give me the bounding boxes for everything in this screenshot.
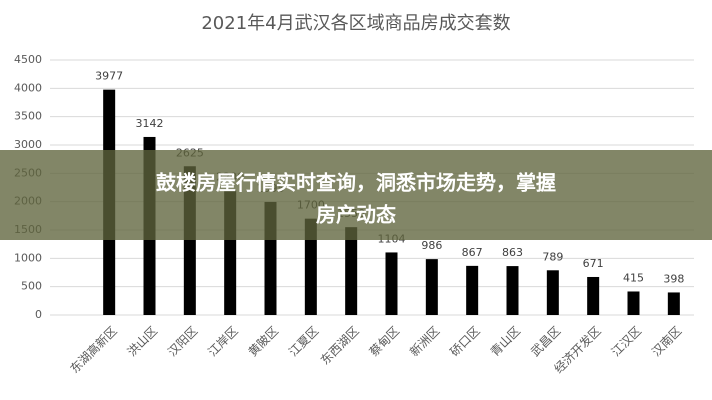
bar [385, 252, 398, 315]
bar [627, 291, 640, 315]
banner [0, 150, 712, 240]
y-tick-label: 3500 [14, 110, 42, 123]
bar [425, 259, 438, 315]
bar [345, 227, 358, 315]
bar [546, 270, 559, 315]
value-label: 415 [623, 271, 644, 284]
y-tick-label: 3000 [14, 138, 42, 151]
value-label: 3977 [95, 70, 123, 83]
chart-title: 2021年4月武汉各区域商品房成交套数 [201, 13, 510, 34]
banner-text: 鼓楼房屋行情实时查询，洞悉市场走势，掌握 [156, 171, 556, 195]
value-label: 671 [583, 257, 604, 270]
y-tick-label: 4500 [14, 53, 42, 66]
value-label: 3142 [136, 117, 164, 130]
value-label: 398 [663, 272, 684, 285]
y-tick-label: 4000 [14, 81, 42, 94]
bar [466, 265, 479, 315]
value-label: 863 [502, 246, 523, 259]
value-label: 986 [421, 239, 442, 252]
y-tick-label: 500 [21, 280, 42, 293]
value-label: 867 [462, 246, 483, 259]
bar [667, 292, 680, 315]
bar [587, 276, 600, 315]
bar [506, 266, 519, 315]
value-label: 789 [542, 250, 563, 263]
y-tick-label: 1000 [14, 251, 42, 264]
y-tick-label: 0 [35, 308, 42, 321]
banner-text: 房产动态 [316, 203, 396, 227]
bar [304, 218, 317, 315]
